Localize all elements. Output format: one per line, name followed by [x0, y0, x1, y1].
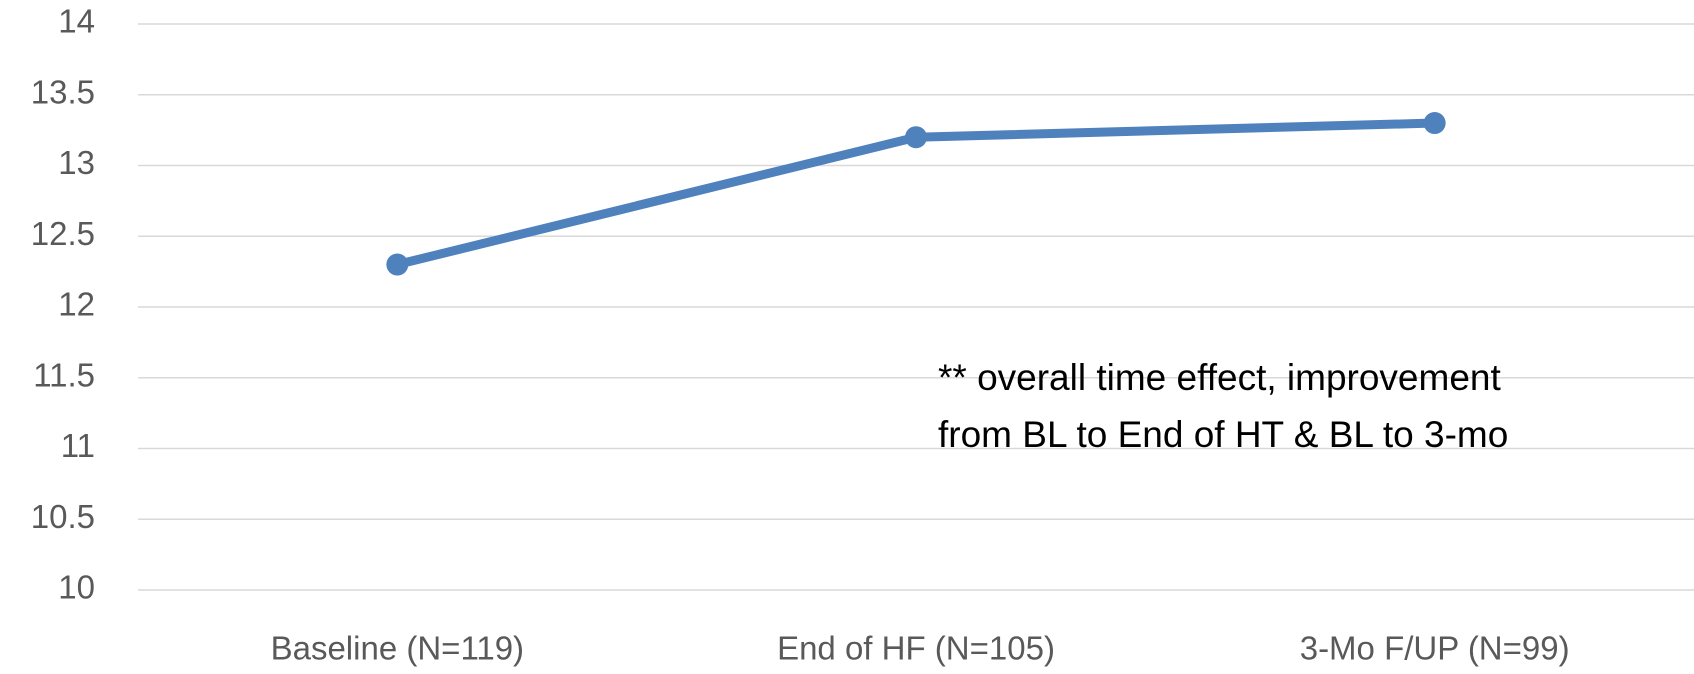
y-tick-label: 11	[61, 427, 95, 464]
y-tick-label: 10.5	[31, 498, 95, 535]
y-tick-label: 14	[58, 3, 95, 40]
y-tick-label: 13	[58, 144, 95, 181]
y-tick-label: 10	[58, 569, 95, 606]
x-tick-label: Baseline (N=119)	[271, 630, 524, 667]
x-tick-label: 3-Mo F/UP (N=99)	[1300, 630, 1570, 667]
marker	[386, 253, 409, 276]
y-tick-label: 12	[58, 286, 95, 323]
y-tick-label: 13.5	[31, 73, 95, 110]
annotation: ** overall time effect, improvement	[938, 357, 1501, 398]
y-tick-label: 12.5	[31, 215, 95, 252]
y-tick-label: 11.5	[33, 356, 95, 393]
annotation: from BL to End of HT & BL to 3-mo	[938, 414, 1508, 455]
marker	[905, 126, 927, 149]
marker	[1423, 112, 1446, 135]
x-tick-label: End of HF (N=105)	[777, 630, 1055, 667]
